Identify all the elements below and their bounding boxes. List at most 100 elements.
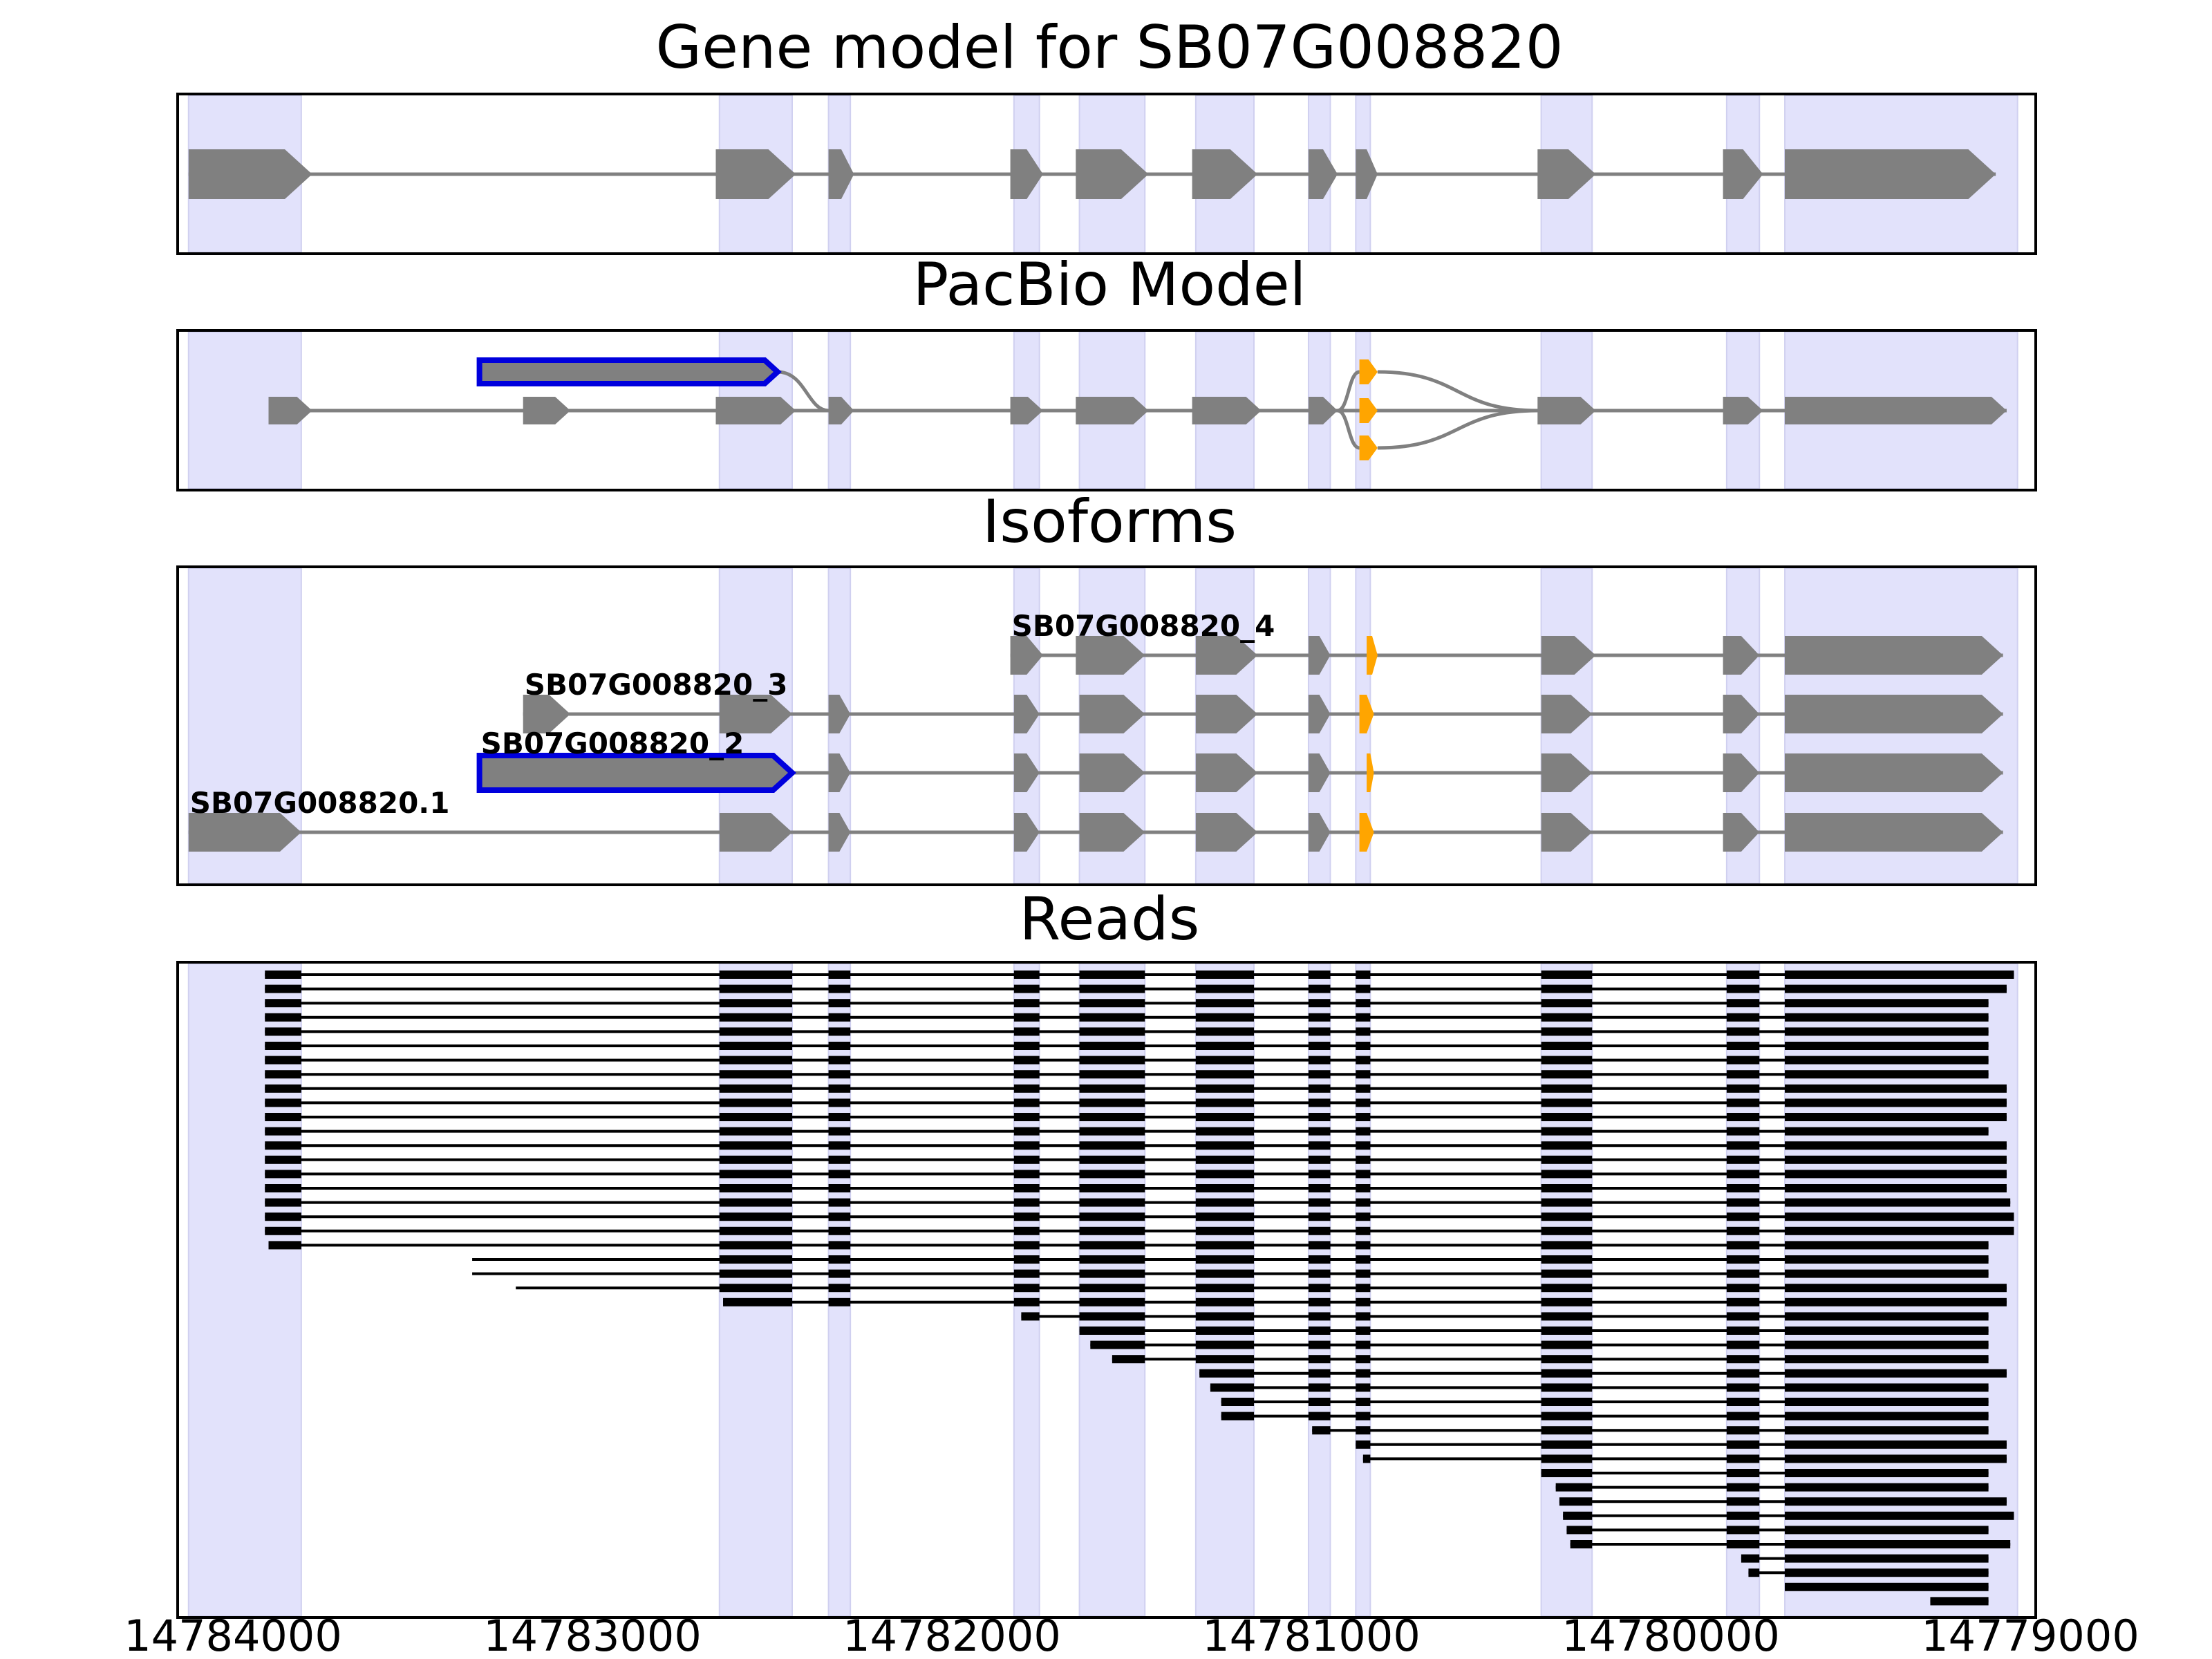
read-block [1308, 1155, 1331, 1164]
read-block [828, 999, 851, 1008]
read-block [1308, 1127, 1331, 1136]
read-block [828, 1070, 851, 1079]
read-block [1013, 1198, 1040, 1207]
read-block [1079, 1056, 1145, 1065]
isoform-label: SB07G008820_3 [525, 668, 788, 702]
read-block [1308, 1340, 1331, 1349]
read-block [1195, 1198, 1255, 1207]
read-block [719, 1170, 792, 1179]
read-block [1356, 1127, 1371, 1136]
read-block [1356, 1340, 1371, 1349]
read-block [1195, 1141, 1255, 1150]
read-block [1195, 1212, 1255, 1221]
read-block [1785, 1440, 2007, 1449]
reads-title: Reads [1020, 885, 1200, 954]
exon [1010, 149, 1043, 199]
read-block [828, 1042, 851, 1050]
read-block [1726, 1355, 1760, 1364]
read-block [1541, 1255, 1593, 1264]
read-block [828, 1056, 851, 1065]
read-block [1541, 1469, 1593, 1477]
read-block [1195, 999, 1255, 1008]
tick-label-14780000: 14780000 [1562, 1611, 1780, 1659]
pacbio-model-frame [176, 329, 2037, 491]
read-block [265, 1170, 301, 1179]
read-block [265, 1198, 301, 1207]
exon [1076, 636, 1145, 675]
read-block [1541, 1412, 1593, 1421]
read-block [1356, 1098, 1371, 1107]
read-block [1748, 1568, 1760, 1577]
read-block [265, 1155, 301, 1164]
read-block [265, 1212, 301, 1221]
read-block [1210, 1383, 1255, 1392]
read-block [1356, 1070, 1371, 1079]
read-block [1079, 971, 1145, 979]
read-block [265, 1141, 301, 1150]
read-block [1785, 1540, 2011, 1548]
read-block [1785, 1369, 2007, 1378]
exon [1785, 149, 1996, 199]
splice-curve [1377, 370, 1538, 413]
exon [828, 397, 854, 424]
read-block [1308, 1042, 1331, 1050]
read-block [1356, 1226, 1371, 1235]
read-block [1356, 1269, 1371, 1278]
read-block [1563, 1511, 1593, 1520]
read-block [1726, 1469, 1760, 1477]
read-block [1079, 1241, 1145, 1250]
read-block [1013, 999, 1040, 1008]
read-block [1356, 1355, 1371, 1364]
read-block [1726, 1042, 1760, 1050]
read-block [1079, 1098, 1145, 1107]
read-block [1013, 1084, 1040, 1093]
read-block [1541, 1340, 1593, 1349]
read-block [1195, 1297, 1255, 1306]
read-block [1308, 1369, 1331, 1378]
read-block [1013, 1284, 1040, 1293]
read-block [1541, 1241, 1593, 1250]
read-block [1195, 1269, 1255, 1278]
read-block [719, 1070, 792, 1079]
read-block [1308, 1013, 1331, 1022]
read-block [1785, 1284, 2007, 1293]
read-block [1726, 1255, 1760, 1264]
read-block [1785, 1155, 2007, 1164]
read-block [1308, 984, 1331, 993]
read-block [1785, 1056, 1989, 1065]
read-block [1356, 1255, 1371, 1264]
read-block [1541, 1454, 1593, 1463]
read-block [1541, 1212, 1593, 1221]
read-block [828, 1184, 851, 1192]
read-block [1785, 1042, 1989, 1050]
read-block [265, 999, 301, 1008]
read-block [828, 1127, 851, 1136]
read-block [1541, 1355, 1593, 1364]
isoforms-title: Isoforms [982, 487, 1237, 556]
read-block [1079, 1269, 1145, 1278]
read-block [1541, 1440, 1593, 1449]
read-block [265, 1226, 301, 1235]
read-block [1541, 1113, 1593, 1121]
read-block [1785, 1554, 1989, 1563]
exon [1195, 636, 1258, 675]
exon [1785, 636, 2003, 675]
read-block [1726, 1170, 1760, 1179]
read-block [719, 1155, 792, 1164]
read-block [1541, 1013, 1593, 1022]
read-block [1308, 1269, 1331, 1278]
read-block [1079, 1155, 1145, 1164]
read-block [1726, 1098, 1760, 1107]
read-block [1726, 1483, 1760, 1492]
read-block [1308, 1027, 1331, 1036]
read-block [1541, 1198, 1593, 1207]
read-block [1308, 1070, 1331, 1079]
exon [715, 149, 796, 199]
tick-label-14779000: 14779000 [1921, 1611, 2139, 1659]
read-block [1726, 1426, 1760, 1435]
read-block [1570, 1540, 1593, 1548]
gene-model-panel [176, 93, 2037, 255]
read-block [1541, 1141, 1593, 1150]
read-block [1308, 1383, 1331, 1392]
read-block [1308, 1284, 1331, 1293]
